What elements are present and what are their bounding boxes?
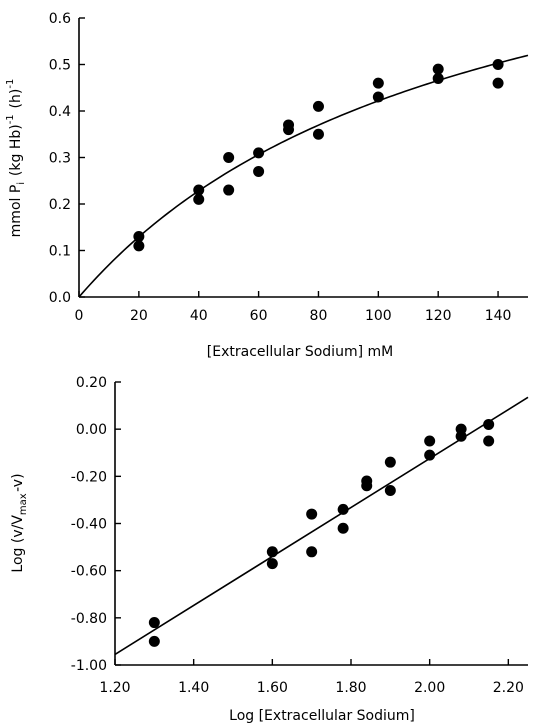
y-tick-label: -0.20 [71, 469, 107, 485]
data-point [483, 435, 495, 447]
data-point [193, 193, 205, 205]
data-point [312, 128, 324, 140]
y-tick-label: 0.4 [49, 104, 71, 120]
data-point [337, 503, 349, 515]
data-point [148, 617, 160, 629]
x-tick-label: 2.20 [493, 680, 524, 696]
x-tick-label: 1.20 [99, 680, 130, 696]
data-point [283, 124, 295, 136]
data-point [148, 635, 160, 647]
data-point [133, 240, 145, 252]
data-point [306, 508, 318, 520]
x-tick-label: 20 [130, 308, 148, 324]
data-point [306, 546, 318, 558]
data-point [223, 152, 235, 163]
x-tick-label: 0 [75, 308, 84, 324]
x-tick-label: 80 [310, 308, 328, 324]
x-tick-label: 1.40 [178, 680, 209, 696]
x-axis-label: Log [Extracellular Sodium] [229, 708, 415, 724]
x-tick-label: 100 [365, 308, 392, 324]
chart-log-transform: 1.20 1.40 1.60 1.80 2.00 2.20 -1.00 -0.80 -0.60 -… [10, 375, 529, 724]
x-tick-label: 1.80 [335, 680, 366, 696]
y-tick-label: -0.60 [71, 564, 107, 580]
data-point [312, 100, 324, 112]
data-point [432, 72, 444, 84]
data-point [337, 522, 349, 534]
y-tick-label: -1.00 [71, 658, 107, 674]
y-tick-label: 0.1 [49, 244, 71, 260]
x-tick-label: 120 [425, 308, 452, 324]
data-point [266, 546, 278, 558]
data-point [253, 147, 265, 159]
data-point [266, 558, 278, 570]
x-tick-label: 40 [190, 308, 208, 324]
y-axis-label: Log (v/Vmax -v) [10, 473, 29, 572]
x-axis-label: [Extracellular Sodium] mM [207, 344, 393, 360]
fit-curve [78, 54, 529, 298]
x-tick-label: 140 [485, 308, 512, 324]
data-point [384, 484, 396, 496]
y-tick-label: 0.0 [49, 290, 71, 306]
data-point [361, 480, 373, 492]
data-point [492, 59, 504, 70]
y-tick-label: 0.2 [49, 197, 71, 213]
data-point [424, 435, 436, 447]
data-point [193, 184, 205, 196]
y-tick-label: 0.3 [49, 151, 71, 167]
x-tick-label: 60 [250, 308, 268, 324]
y-tick-label: 0.5 [49, 58, 71, 74]
data-point [384, 456, 396, 468]
chart-michaelis-menten: 0 20 40 60 80 100 120 140 0.0 0.1 0.2 0.3 0.4 0.5 0.6 [… [5, 11, 529, 360]
x-tick-label: 1.60 [257, 680, 288, 696]
data-point [424, 449, 436, 461]
data-point [253, 165, 265, 177]
data-point [432, 63, 444, 75]
data-point [483, 418, 495, 430]
data-point [455, 430, 467, 442]
data-point [372, 91, 384, 103]
data-point [492, 77, 504, 89]
x-tick-label: 2.00 [414, 680, 445, 696]
y-tick-label: -0.40 [71, 517, 107, 533]
data-point [133, 231, 145, 243]
y-tick-label: 0.20 [76, 375, 107, 391]
data-point [372, 77, 384, 89]
y-axis-label: mmol Pi (kg Hb)-1 (h)-1 [5, 79, 27, 238]
y-tick-label: -0.80 [71, 611, 107, 627]
y-tick-label: 0.6 [49, 11, 71, 27]
data-point [223, 184, 235, 196]
y-tick-label: 0.00 [76, 422, 107, 438]
